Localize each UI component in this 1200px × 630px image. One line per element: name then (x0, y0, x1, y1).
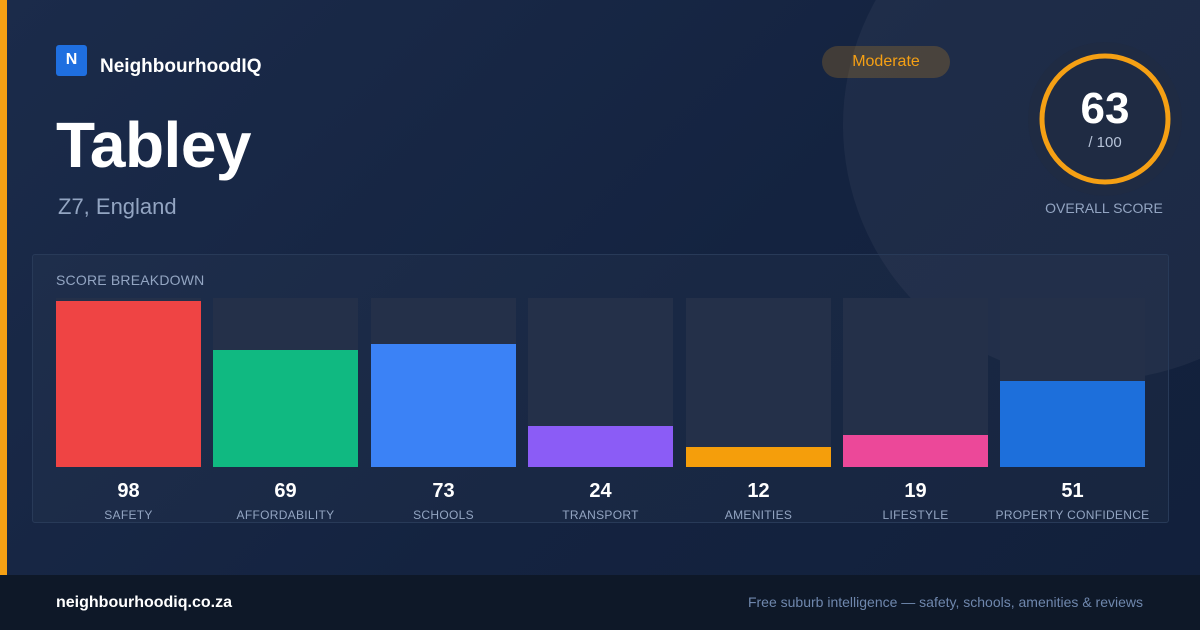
bar-fill (371, 344, 516, 467)
bar-track (686, 298, 831, 467)
bar-value: 24 (589, 480, 612, 502)
rating-badge: Moderate (822, 46, 950, 78)
overall-score-value: 63 (1080, 84, 1130, 133)
bar-label: AMENITIES (724, 508, 793, 522)
brand-name: NeighbourhoodIQ (100, 56, 262, 77)
footer-tagline: Free suburb intelligence — safety, schoo… (747, 594, 1143, 610)
accent-stripe (0, 0, 7, 575)
bar-value: 19 (904, 480, 927, 502)
bar-track (213, 298, 358, 467)
score-breakdown-panel: SCORE BREAKDOWN 98 SAFETY 69 AFFORDABILITY 7… (32, 254, 1169, 523)
bar-fill (528, 426, 673, 467)
bar-value: 73 (432, 480, 455, 502)
bar-value: 69 (274, 480, 297, 502)
suburb-title: Tabley (56, 109, 252, 181)
bar-fill (686, 447, 831, 467)
bar-value: 51 (1061, 480, 1084, 502)
score-ring-backdrop (1028, 42, 1182, 196)
footer-url: neighbourhoodiq.co.za (56, 594, 232, 611)
bar-label: TRANSPORT (562, 508, 639, 522)
overall-score-ring: 63 / 100 (1028, 42, 1182, 196)
bar-track (371, 298, 516, 467)
bar-label: PROPERTY CONFIDENCE (995, 508, 1150, 522)
bar-fill (843, 435, 988, 467)
overall-score-max: / 100 (1088, 134, 1122, 151)
score-ring-graphic (1028, 42, 1182, 196)
bar-track (56, 298, 201, 467)
bar-value: 98 (117, 480, 140, 502)
bar-label: LIFESTYLE (882, 508, 949, 522)
bar-value: 12 (747, 480, 770, 502)
bar-track (843, 298, 988, 467)
brand-logo-icon: N (56, 44, 87, 76)
bar-fill (56, 301, 201, 467)
bar-label: SCHOOLS (413, 508, 474, 522)
bar-fill (1000, 381, 1145, 467)
bar-label: SAFETY (104, 508, 153, 522)
bar-fill (213, 350, 358, 467)
bar-label: AFFORDABILITY (236, 508, 335, 522)
bar-track (528, 298, 673, 467)
bar-track (1000, 298, 1145, 467)
overall-score-label: OVERALL SCORE (1045, 200, 1163, 216)
brand: N NeighbourhoodIQ (56, 44, 262, 78)
suburb-location: Z7, England (58, 194, 177, 219)
score-ring-arc (1039, 53, 1171, 185)
footer: neighbourhoodiq.co.za Free suburb intell… (0, 575, 1200, 630)
breakdown-title: SCORE BREAKDOWN (56, 272, 205, 288)
